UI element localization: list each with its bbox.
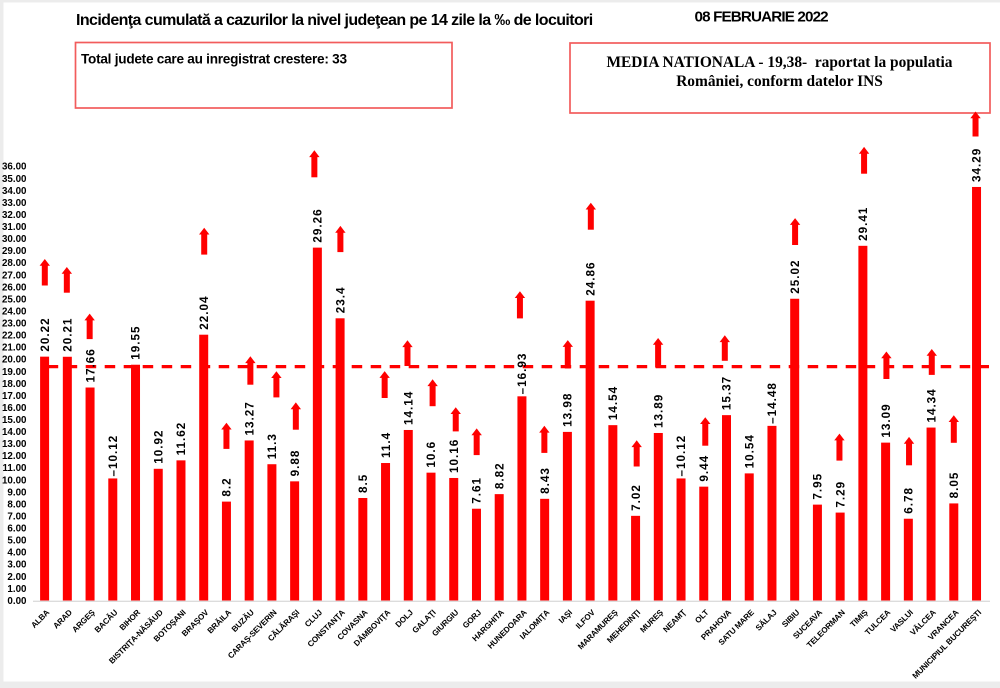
- svg-text:25.00: 25.00: [2, 294, 27, 305]
- svg-text:17.66: 17.66: [84, 348, 97, 382]
- svg-text:15.00: 15.00: [2, 415, 27, 426]
- svg-text:23.00: 23.00: [2, 319, 27, 330]
- svg-text:9.88: 9.88: [289, 450, 302, 477]
- svg-text:08 FEBRUARIE 2022: 08 FEBRUARIE 2022: [695, 9, 829, 26]
- svg-text:6.78: 6.78: [903, 487, 916, 514]
- svg-text:23.4: 23.4: [334, 287, 347, 314]
- svg-text:4.00: 4.00: [7, 548, 27, 559]
- svg-text:13.09: 13.09: [880, 403, 893, 437]
- svg-text:13.89: 13.89: [653, 394, 666, 428]
- svg-text:11.62: 11.62: [175, 422, 188, 456]
- svg-text:27.00: 27.00: [2, 270, 27, 281]
- svg-text:Incidenţa cumulată a cazurilor: Incidenţa cumulată a cazurilor la nivel …: [76, 12, 593, 29]
- svg-text:24.00: 24.00: [2, 307, 27, 318]
- svg-text:19.00: 19.00: [2, 367, 27, 378]
- svg-text:13.98: 13.98: [562, 393, 575, 427]
- svg-text:10.92: 10.92: [152, 430, 165, 464]
- svg-text:31.00: 31.00: [2, 222, 27, 233]
- svg-text:20.00: 20.00: [2, 355, 27, 366]
- svg-text:15.37: 15.37: [721, 376, 734, 410]
- svg-text:34.00: 34.00: [2, 186, 27, 197]
- svg-text:MEDIA NATIONALA - 19,38- rapo: MEDIA NATIONALA - 19,38- raportat la pop…: [606, 54, 952, 71]
- svg-text:0.00: 0.00: [7, 596, 27, 607]
- svg-text:29.00: 29.00: [2, 246, 27, 257]
- svg-text:32.00: 32.00: [2, 210, 27, 221]
- svg-text:7.61: 7.61: [471, 477, 484, 504]
- svg-text:14.00: 14.00: [2, 427, 27, 438]
- svg-text:8.00: 8.00: [7, 499, 27, 510]
- svg-text:9.44: 9.44: [698, 455, 711, 482]
- svg-text:13.00: 13.00: [2, 439, 27, 450]
- svg-text:33.00: 33.00: [2, 198, 27, 209]
- svg-text:14.54: 14.54: [607, 386, 620, 420]
- svg-text:22.04: 22.04: [198, 295, 211, 329]
- svg-text:8.82: 8.82: [493, 462, 506, 489]
- svg-text:7.02: 7.02: [630, 484, 643, 511]
- svg-text:20.22: 20.22: [39, 317, 52, 351]
- svg-text:28.00: 28.00: [2, 258, 27, 269]
- svg-text:12.00: 12.00: [2, 451, 27, 462]
- svg-text:25.02: 25.02: [789, 260, 802, 294]
- svg-text:–14.48: –14.48: [766, 382, 779, 424]
- svg-text:20.21: 20.21: [62, 318, 75, 352]
- svg-text:8.43: 8.43: [539, 467, 552, 494]
- svg-text:10.16: 10.16: [448, 439, 461, 473]
- svg-text:Total judete care au inregistr: Total judete care au inregistrat crester…: [81, 52, 347, 67]
- svg-text:13.27: 13.27: [243, 401, 256, 435]
- svg-text:–10.12: –10.12: [675, 435, 688, 477]
- svg-text:36.00: 36.00: [2, 162, 27, 173]
- svg-text:10.6: 10.6: [425, 441, 438, 468]
- svg-text:18.00: 18.00: [2, 379, 27, 390]
- svg-text:10.54: 10.54: [743, 434, 756, 468]
- svg-text:11.4: 11.4: [380, 432, 393, 458]
- svg-text:35.00: 35.00: [2, 174, 27, 185]
- svg-text:6.00: 6.00: [7, 524, 27, 535]
- svg-text:14.34: 14.34: [925, 388, 938, 422]
- svg-text:9.00: 9.00: [7, 487, 27, 498]
- svg-text:1.00: 1.00: [7, 584, 27, 595]
- svg-text:19.55: 19.55: [130, 325, 143, 359]
- svg-text:10.00: 10.00: [2, 475, 27, 486]
- svg-text:29.41: 29.41: [857, 207, 870, 241]
- svg-text:7.29: 7.29: [834, 481, 847, 508]
- svg-text:8.05: 8.05: [948, 472, 961, 499]
- svg-text:34.29: 34.29: [971, 148, 984, 182]
- svg-text:29.26: 29.26: [312, 208, 325, 242]
- svg-text:5.00: 5.00: [7, 536, 27, 547]
- svg-text:7.00: 7.00: [7, 512, 27, 523]
- svg-text:8.5: 8.5: [357, 474, 370, 493]
- svg-text:României, conform datelor INS: României, conform datelor INS: [676, 73, 883, 90]
- svg-text:7.95: 7.95: [812, 473, 825, 500]
- svg-text:11.3: 11.3: [266, 433, 279, 459]
- svg-text:30.00: 30.00: [2, 234, 27, 245]
- svg-text:22.00: 22.00: [2, 331, 27, 342]
- svg-text:–16.93: –16.93: [516, 353, 529, 395]
- svg-text:21.00: 21.00: [2, 343, 27, 354]
- svg-text:26.00: 26.00: [2, 282, 27, 293]
- svg-text:3.00: 3.00: [7, 560, 27, 571]
- svg-text:8.2: 8.2: [221, 477, 234, 496]
- svg-text:–10.12: –10.12: [107, 435, 120, 477]
- svg-text:16.00: 16.00: [2, 403, 27, 414]
- svg-text:11.00: 11.00: [3, 463, 28, 474]
- svg-text:14.14: 14.14: [402, 391, 415, 425]
- svg-text:17.00: 17.00: [2, 391, 27, 402]
- svg-text:2.00: 2.00: [7, 572, 27, 583]
- svg-text:24.86: 24.86: [584, 261, 597, 295]
